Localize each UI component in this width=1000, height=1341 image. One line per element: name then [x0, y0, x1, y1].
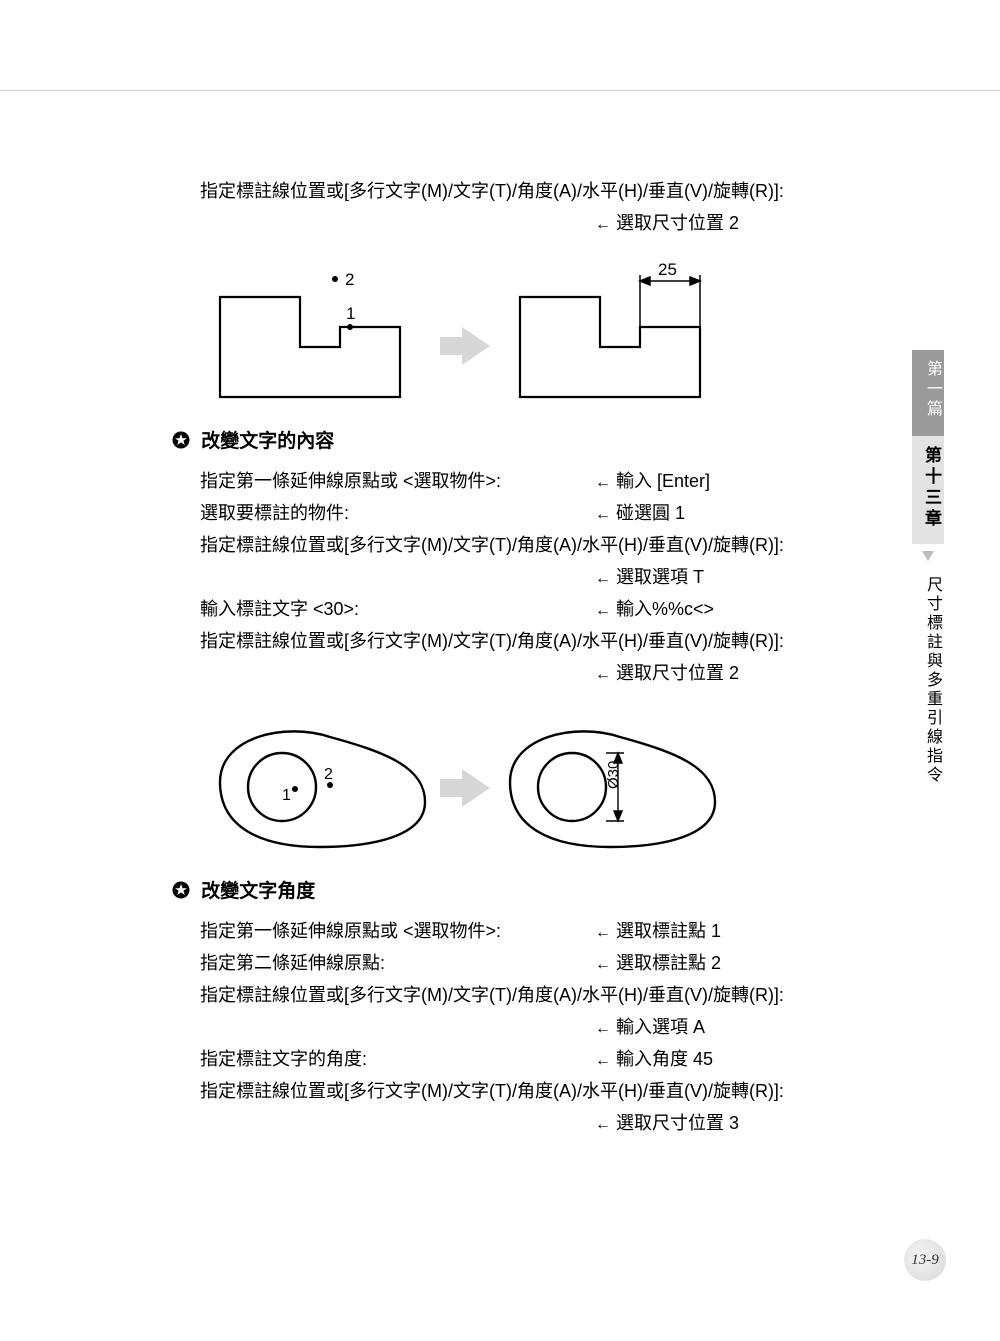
svg-text:2: 2 — [345, 270, 354, 289]
left-arrow-icon: ← — [595, 949, 611, 981]
left-arrow-icon: ← — [595, 467, 611, 499]
section-heading: 改變文字的內容 — [172, 426, 820, 455]
page-top-rule — [0, 90, 1000, 91]
bullet-star-icon — [172, 881, 190, 905]
prompt-text: 輸入標註文字 <30>: — [200, 599, 359, 619]
response-text: ← 輸入%%c<> — [595, 593, 714, 627]
side-tab-title: 尺寸標註與多重引線指令 — [912, 570, 944, 791]
left-arrow-icon: ← — [595, 563, 611, 595]
svg-text:2: 2 — [324, 766, 333, 783]
response-value: 選取尺寸位置 3 — [616, 1113, 739, 1133]
response-text: ← 選取尺寸位置 2 — [595, 207, 739, 241]
prompt-text: 指定標註線位置或[多行文字(M)/文字(T)/角度(A)/水平(H)/垂直(V)… — [200, 1081, 784, 1101]
left-arrow-icon: ← — [595, 209, 611, 241]
response-text: ← 輸入角度 45 — [595, 1043, 713, 1077]
page-number-badge: 13-9 — [904, 1239, 946, 1281]
response-text: ← 選取選項 T — [595, 561, 704, 595]
left-arrow-icon: ← — [595, 1045, 611, 1077]
response-line: ← 選取尺寸位置 2 — [200, 207, 820, 239]
figure-1: 1 2 25 — [200, 257, 820, 412]
prompt-text: 指定標註線位置或[多行文字(M)/文字(T)/角度(A)/水平(H)/垂直(V)… — [200, 985, 784, 1005]
page-content: 指定標註線位置或[多行文字(M)/文字(T)/角度(A)/水平(H)/垂直(V)… — [200, 175, 820, 1139]
response-value: 輸入角度 45 — [616, 1049, 713, 1069]
prompt-text: 指定標註文字的角度: — [200, 1049, 367, 1069]
prompt-text: 指定標註線位置或[多行文字(M)/文字(T)/角度(A)/水平(H)/垂直(V)… — [200, 181, 784, 201]
response-value: 選取選項 T — [616, 567, 704, 587]
left-arrow-icon: ← — [595, 917, 611, 949]
figure-2: 1 2 Ø30 — [200, 707, 820, 862]
response-value: 選取尺寸位置 2 — [616, 213, 739, 233]
response-text: ← 選取標註點 1 — [595, 915, 721, 949]
response-value: 輸入 [Enter] — [616, 471, 710, 491]
left-arrow-icon: ← — [595, 1013, 611, 1045]
dim-label-1: 25 — [658, 260, 677, 279]
left-arrow-icon: ← — [595, 595, 611, 627]
heading-text: 改變文字角度 — [201, 881, 315, 902]
response-value: 選取標註點 1 — [616, 921, 721, 941]
response-value: 碰選圓 1 — [616, 503, 685, 523]
svg-text:1: 1 — [282, 787, 291, 804]
triangle-down-icon — [922, 551, 934, 561]
left-arrow-icon: ← — [595, 1109, 611, 1141]
bullet-star-icon — [172, 431, 190, 455]
prompt-text: 指定標註線位置或[多行文字(M)/文字(T)/角度(A)/水平(H)/垂直(V)… — [200, 535, 784, 555]
response-value: 輸入選項 A — [616, 1017, 705, 1037]
response-value: 選取尺寸位置 2 — [616, 663, 739, 683]
side-tab-chapter: 第十三章 — [912, 436, 944, 544]
prompt-text: 指定標註線位置或[多行文字(M)/文字(T)/角度(A)/水平(H)/垂直(V)… — [200, 631, 784, 651]
page-number: 13-9 — [911, 1252, 939, 1269]
response-value: 選取標註點 2 — [616, 953, 721, 973]
svg-text:1: 1 — [346, 304, 355, 323]
prompt-text: 指定第二條延伸線原點: — [200, 953, 385, 973]
response-text: ← 輸入選項 A — [595, 1011, 705, 1045]
left-arrow-icon: ← — [595, 499, 611, 531]
heading-text: 改變文字的內容 — [201, 431, 334, 452]
prompt-text: 指定第一條延伸線原點或 <選取物件>: — [200, 471, 501, 491]
prompt-text: 選取要標註的物件: — [200, 503, 349, 523]
prompt-text: 指定第一條延伸線原點或 <選取物件>: — [200, 921, 501, 941]
response-text: ← 選取標註點 2 — [595, 947, 721, 981]
prompt-line: 指定標註線位置或[多行文字(M)/文字(T)/角度(A)/水平(H)/垂直(V)… — [200, 175, 820, 207]
response-text: ← 輸入 [Enter] — [595, 465, 710, 499]
left-arrow-icon: ← — [595, 659, 611, 691]
side-tab-part: 第一篇 — [912, 350, 944, 436]
dim-label-2: Ø30 — [605, 761, 622, 789]
response-value: 輸入%%c<> — [616, 599, 714, 619]
response-text: ← 選取尺寸位置 3 — [595, 1107, 739, 1141]
response-text: ← 選取尺寸位置 2 — [595, 657, 739, 691]
response-text: ← 碰選圓 1 — [595, 497, 685, 531]
side-tab: 第一篇 第十三章 尺寸標註與多重引線指令 — [912, 350, 944, 791]
section-heading: 改變文字角度 — [172, 876, 820, 905]
